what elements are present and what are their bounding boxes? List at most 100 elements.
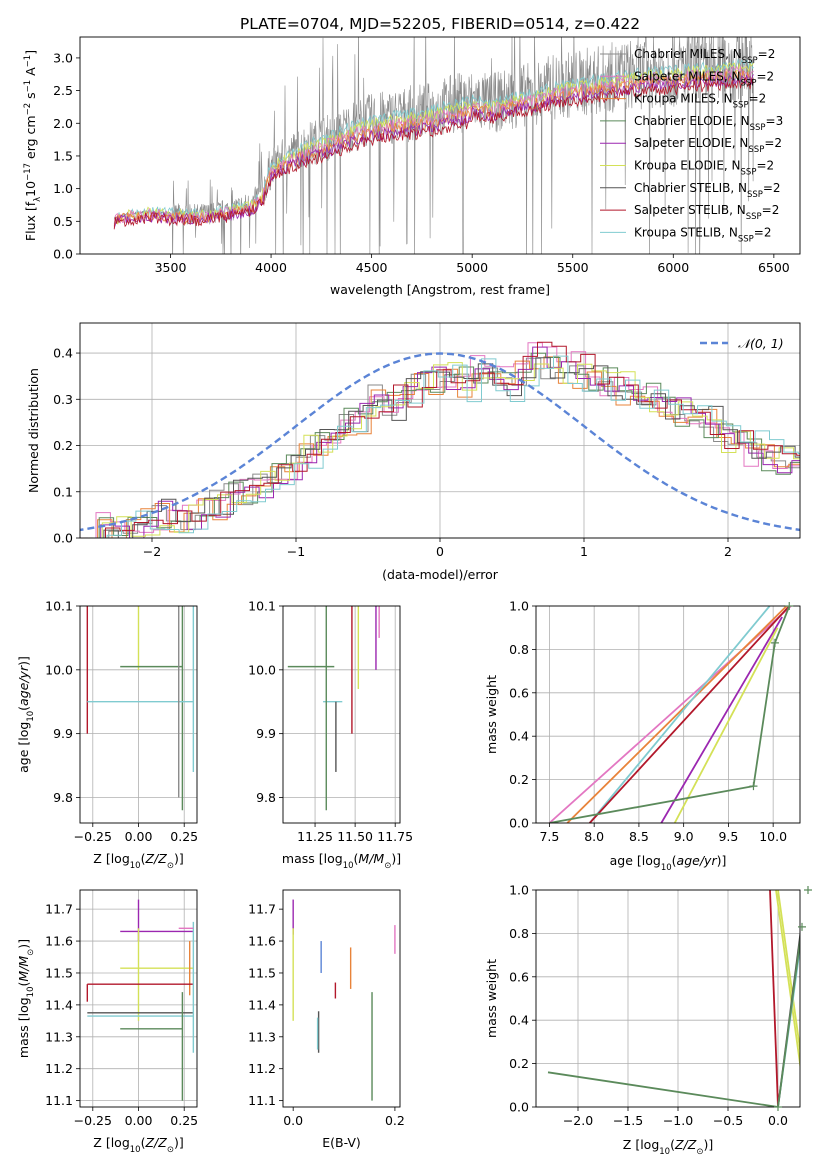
- y-axis-label: Normed distribution: [26, 368, 41, 493]
- axes-frame: [535, 889, 801, 1108]
- histogram-step: [86, 346, 800, 538]
- y-axis-label: mass weight: [484, 675, 499, 754]
- legend-label: Kroupa ELODIE, NSSP=2: [634, 159, 774, 178]
- x-tick-label: 8.0: [584, 829, 604, 844]
- y-tick-label: 0.2: [509, 1056, 529, 1071]
- x-tick-label: 9.5: [718, 829, 738, 844]
- x-axis-label: Z [log10(Z/Z⊙)]: [93, 1135, 183, 1155]
- plot-area: [547, 890, 800, 1107]
- y-tick-label: 11.3: [45, 1029, 73, 1044]
- weight-line: [589, 606, 771, 823]
- x-axis-label: age [log10(age/yr)]: [610, 853, 727, 873]
- legend: Chabrier MILES, NSSP=2 Salpeter MILES, NS…: [600, 47, 783, 244]
- plot-area: [113, 37, 754, 254]
- y-tick-label: 1.0: [509, 599, 529, 614]
- y-tick-label: 11.1: [248, 1093, 276, 1108]
- x-tick-label: 0.0: [283, 1113, 303, 1128]
- x-tick-label: 11.50: [337, 829, 373, 844]
- axes-frame: [79, 889, 198, 1108]
- legend-label: 𝒩(0, 1): [738, 336, 784, 351]
- y-tick-label: 0.3: [53, 392, 73, 407]
- plot-area: [548, 606, 792, 823]
- weight-marker: [770, 638, 779, 647]
- y-tick-label: 1.0: [53, 181, 73, 196]
- x-tick-label: 6500: [758, 260, 790, 275]
- weight-line: [660, 616, 783, 823]
- y-tick-label: 1.0: [509, 883, 529, 898]
- x-axis-label: E(B-V): [322, 1135, 361, 1150]
- y-tick-label: 11.5: [248, 965, 276, 980]
- axes-frame: [535, 605, 801, 824]
- y-tick-label: 0.4: [53, 346, 73, 361]
- x-tick-label: 5500: [557, 260, 589, 275]
- legend-label: Salpeter MILES, NSSP=2: [634, 69, 774, 88]
- y-tick-label: 11.2: [248, 1061, 276, 1076]
- y-tick-label: 10.1: [45, 599, 73, 614]
- y-tick-label: 0.8: [509, 926, 529, 941]
- plot-area: [86, 606, 195, 811]
- y-tick-label: 11.7: [45, 902, 73, 917]
- y-axis-label: mass [log10(M/M⊙)]: [16, 939, 36, 1058]
- axes-frame: [79, 36, 801, 255]
- y-tick-label: 9.8: [256, 790, 276, 805]
- histogram-step: [87, 362, 800, 538]
- histogram-step: [84, 352, 800, 538]
- legend-label: Salpeter STELIB, NSSP=2: [634, 203, 779, 222]
- x-axis-label: (data-model)/error: [382, 567, 499, 582]
- x-tick-label: 0.0: [768, 1113, 788, 1128]
- x-tick-label: −0.25: [74, 1113, 112, 1128]
- y-tick-label: 0.8: [509, 642, 529, 657]
- y-tick-label: 0.6: [509, 685, 529, 700]
- y-tick-label: 0.0: [509, 816, 529, 831]
- axes-frame: [282, 889, 401, 1108]
- plot-area: [287, 606, 380, 811]
- panel-mass-weight-vs-metallicity: −2.0 −1.5 −1.0 −0.5 0.0 0.0 0.2 0.4 0.6 0.8 1.0 Z […: [484, 883, 812, 1157]
- y-tick-label: 0.5: [53, 214, 73, 229]
- x-tick-label: 3500: [155, 260, 187, 275]
- histogram-step: [92, 355, 800, 538]
- x-tick-label: 8.5: [629, 829, 649, 844]
- x-tick-label: −2.0: [563, 1113, 593, 1128]
- y-tick-label: 9.9: [53, 726, 73, 741]
- x-tick-label: 1: [580, 544, 588, 559]
- x-tick-label: 9.0: [674, 829, 694, 844]
- y-tick-label: 9.9: [256, 726, 276, 741]
- y-tick-label: 0.2: [509, 772, 529, 787]
- x-tick-label: 7.5: [539, 829, 559, 844]
- weight-line: [549, 606, 791, 823]
- y-tick-label: 11.3: [248, 1029, 276, 1044]
- y-tick-label: 0.0: [509, 1100, 529, 1115]
- x-tick-label: 0.00: [125, 1113, 153, 1128]
- x-tick-label: 0: [436, 544, 444, 559]
- y-tick-label: 0.0: [53, 531, 73, 546]
- y-tick-label: 0.4: [509, 729, 529, 744]
- panel-residual-histogram: −2 −1 0 1 2 0.0 0.1 0.2 0.3 0.4 (data-model)/error…: [26, 322, 801, 582]
- y-tick-label: 10.1: [248, 599, 276, 614]
- legend-label: Chabrier ELODIE, NSSP=3: [634, 114, 783, 133]
- legend-label: Chabrier MILES, NSSP=2: [634, 47, 775, 66]
- x-axis-label: wavelength [Angstrom, rest frame]: [330, 282, 550, 297]
- plot-area: [80, 341, 800, 538]
- y-tick-label: 11.4: [248, 997, 276, 1012]
- model-spectrum: [113, 74, 754, 229]
- weight-line: [589, 606, 790, 823]
- weight-marker: [804, 886, 812, 894]
- x-tick-label: −1: [287, 544, 305, 559]
- model-spectrum: [113, 76, 754, 230]
- weight-marker: [785, 602, 794, 610]
- histogram-step: [89, 357, 800, 538]
- x-axis-label: Z [log10(Z/Z⊙)]: [623, 1137, 713, 1157]
- x-tick-label: 0.25: [170, 1113, 198, 1128]
- panel-age-vs-mass: 11.25 11.50 11.75 9.8 9.9 10.0 10.1 mass [log10…: [248, 599, 413, 872]
- y-tick-label: 3.0: [53, 50, 73, 65]
- weight-line: [566, 606, 788, 823]
- y-tick-label: 1.5: [53, 148, 73, 163]
- x-tick-label: 11.75: [377, 829, 413, 844]
- legend-label: Kroupa STELIB, NSSP=2: [634, 225, 772, 244]
- panel-age-vs-metallicity: −0.25 0.00 0.25 9.8 9.9 10.0 10.1 Z [log10(Z/Z⊙…: [16, 599, 198, 872]
- y-tick-label: 10.0: [248, 662, 276, 677]
- y-tick-label: 11.6: [248, 934, 276, 949]
- y-tick-label: 2.0: [53, 116, 73, 131]
- normal-curve: [80, 352, 800, 532]
